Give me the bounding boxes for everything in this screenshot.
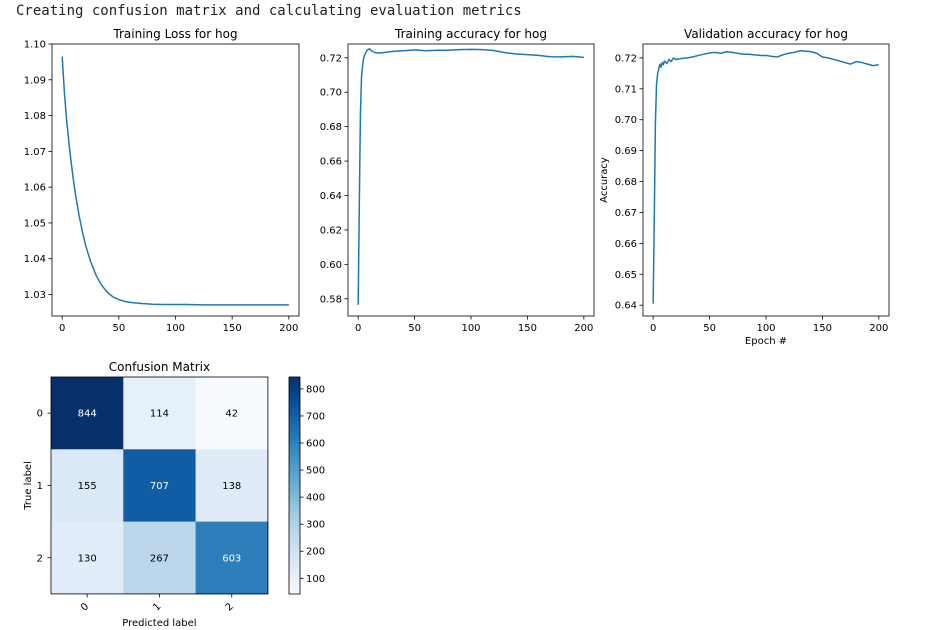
cm-cell	[195, 521, 269, 595]
cm-ytick-label: 2	[37, 553, 43, 564]
chart3-series-line	[652, 50, 879, 304]
chart3-ylabel: Accuracy	[599, 157, 610, 203]
cm-cell-value: 114	[150, 409, 169, 420]
colorbar-tick-label: 300	[306, 520, 325, 531]
chart2-ytick-label: 0.66	[320, 157, 342, 168]
chart2-xtick-label: 50	[408, 323, 421, 334]
chart2-ytick-label: 0.70	[320, 88, 342, 99]
cm-cell	[123, 449, 196, 522]
chart3-ytick-label: 0.71	[615, 84, 637, 95]
cm-cell-value: 42	[225, 409, 238, 420]
cm-xtick-label: 1	[151, 601, 163, 613]
colorbar-tick-label: 200	[306, 547, 325, 558]
chart1-ytick-label: 1.06	[24, 183, 46, 194]
chart2-frame	[347, 43, 595, 317]
cm-ytick-label: 1	[37, 481, 43, 492]
chart1-xtick-label: 200	[279, 323, 298, 334]
cm-cell-value: 603	[222, 553, 241, 564]
chart3-ytick-label: 0.64	[615, 301, 637, 312]
chart2-ytick-label: 0.60	[320, 260, 342, 271]
chart3-ytick-label: 0.72	[615, 53, 637, 64]
chart1-ytick-label: 1.09	[24, 75, 46, 86]
chart3-xtick-label: 100	[756, 323, 775, 334]
chart1-xtick-label: 150	[223, 323, 242, 334]
chart2-title: Training accuracy for hog	[394, 27, 547, 41]
chart3-xtick-label: 200	[869, 323, 888, 334]
cm-cell-value: 138	[222, 481, 241, 492]
colorbar-tick-label: 400	[306, 493, 325, 504]
cm-ylabel: True label	[23, 461, 34, 511]
chart3-title: Validation accuracy for hog	[684, 27, 848, 41]
chart3-xtick-label: 50	[703, 323, 716, 334]
chart1-xtick-label: 0	[59, 323, 65, 334]
chart1-series-line	[61, 56, 289, 306]
cm-cell	[195, 449, 269, 522]
colorbar-tick-label: 600	[306, 439, 325, 450]
chart3-ytick-label: 0.66	[615, 239, 637, 250]
colorbar-tick-label: 800	[306, 384, 325, 395]
chart3-ytick-label: 0.65	[615, 270, 637, 281]
chart1-ytick-label: 1.03	[24, 290, 46, 301]
colorbar-tick-label: 700	[306, 411, 325, 422]
cm-title: Confusion Matrix	[109, 360, 210, 374]
chart3-ytick-label: 0.69	[615, 146, 637, 157]
chart3-frame	[642, 43, 890, 317]
colorbar-tick-label: 500	[306, 466, 325, 477]
chart2-xtick-label: 200	[574, 323, 593, 334]
cm-cell	[123, 377, 196, 450]
chart3-ytick-label: 0.67	[615, 208, 637, 219]
cm-cell-value: 130	[78, 553, 97, 564]
chart2-ytick-label: 0.68	[320, 122, 342, 133]
chart1-ytick-label: 1.04	[24, 254, 46, 265]
chart2-ytick-label: 0.72	[320, 53, 342, 64]
cm-cell-value: 267	[150, 553, 169, 564]
cm-cell	[195, 377, 269, 450]
colorbar-tick-label: 100	[306, 574, 325, 585]
cm-cell	[123, 521, 196, 595]
chart1-xtick-label: 100	[166, 323, 185, 334]
chart1-ytick-label: 1.07	[24, 147, 46, 158]
chart2-series-line	[357, 48, 584, 305]
cm-cell	[51, 377, 124, 450]
cm-xtick-label: 0	[79, 601, 91, 613]
chart3-xtick-label: 0	[650, 323, 656, 334]
chart1-xtick-label: 50	[112, 323, 125, 334]
chart2-ytick-label: 0.64	[320, 191, 342, 202]
chart3-xtick-label: 150	[813, 323, 832, 334]
colorbar	[288, 376, 301, 595]
chart1-ytick-label: 1.10	[24, 40, 46, 51]
console-output: Creating confusion matrix and calculatin…	[16, 3, 522, 19]
chart2-ytick-label: 0.62	[320, 225, 342, 236]
cm-cell	[51, 521, 124, 595]
cm-xtick-label: 2	[224, 601, 236, 613]
chart3-xlabel: Epoch #	[745, 336, 787, 347]
chart2-ytick-label: 0.58	[320, 294, 342, 305]
cm-cell-value: 844	[78, 409, 97, 420]
chart1-ytick-label: 1.08	[24, 111, 46, 122]
cm-cell-value: 155	[78, 481, 97, 492]
cm-ytick-label: 0	[37, 409, 43, 420]
cm-cell	[51, 449, 124, 522]
chart2-xtick-label: 150	[518, 323, 537, 334]
cm-cell-value: 707	[150, 481, 169, 492]
chart1-title: Training Loss for hog	[112, 27, 237, 41]
chart2-xtick-label: 0	[355, 323, 361, 334]
chart3-ytick-label: 0.70	[615, 115, 637, 126]
cm-xlabel: Predicted label	[122, 618, 196, 629]
chart1-ytick-label: 1.05	[24, 218, 46, 229]
chart2-xtick-label: 100	[461, 323, 480, 334]
chart1-frame	[51, 43, 300, 317]
chart3-ytick-label: 0.68	[615, 177, 637, 188]
